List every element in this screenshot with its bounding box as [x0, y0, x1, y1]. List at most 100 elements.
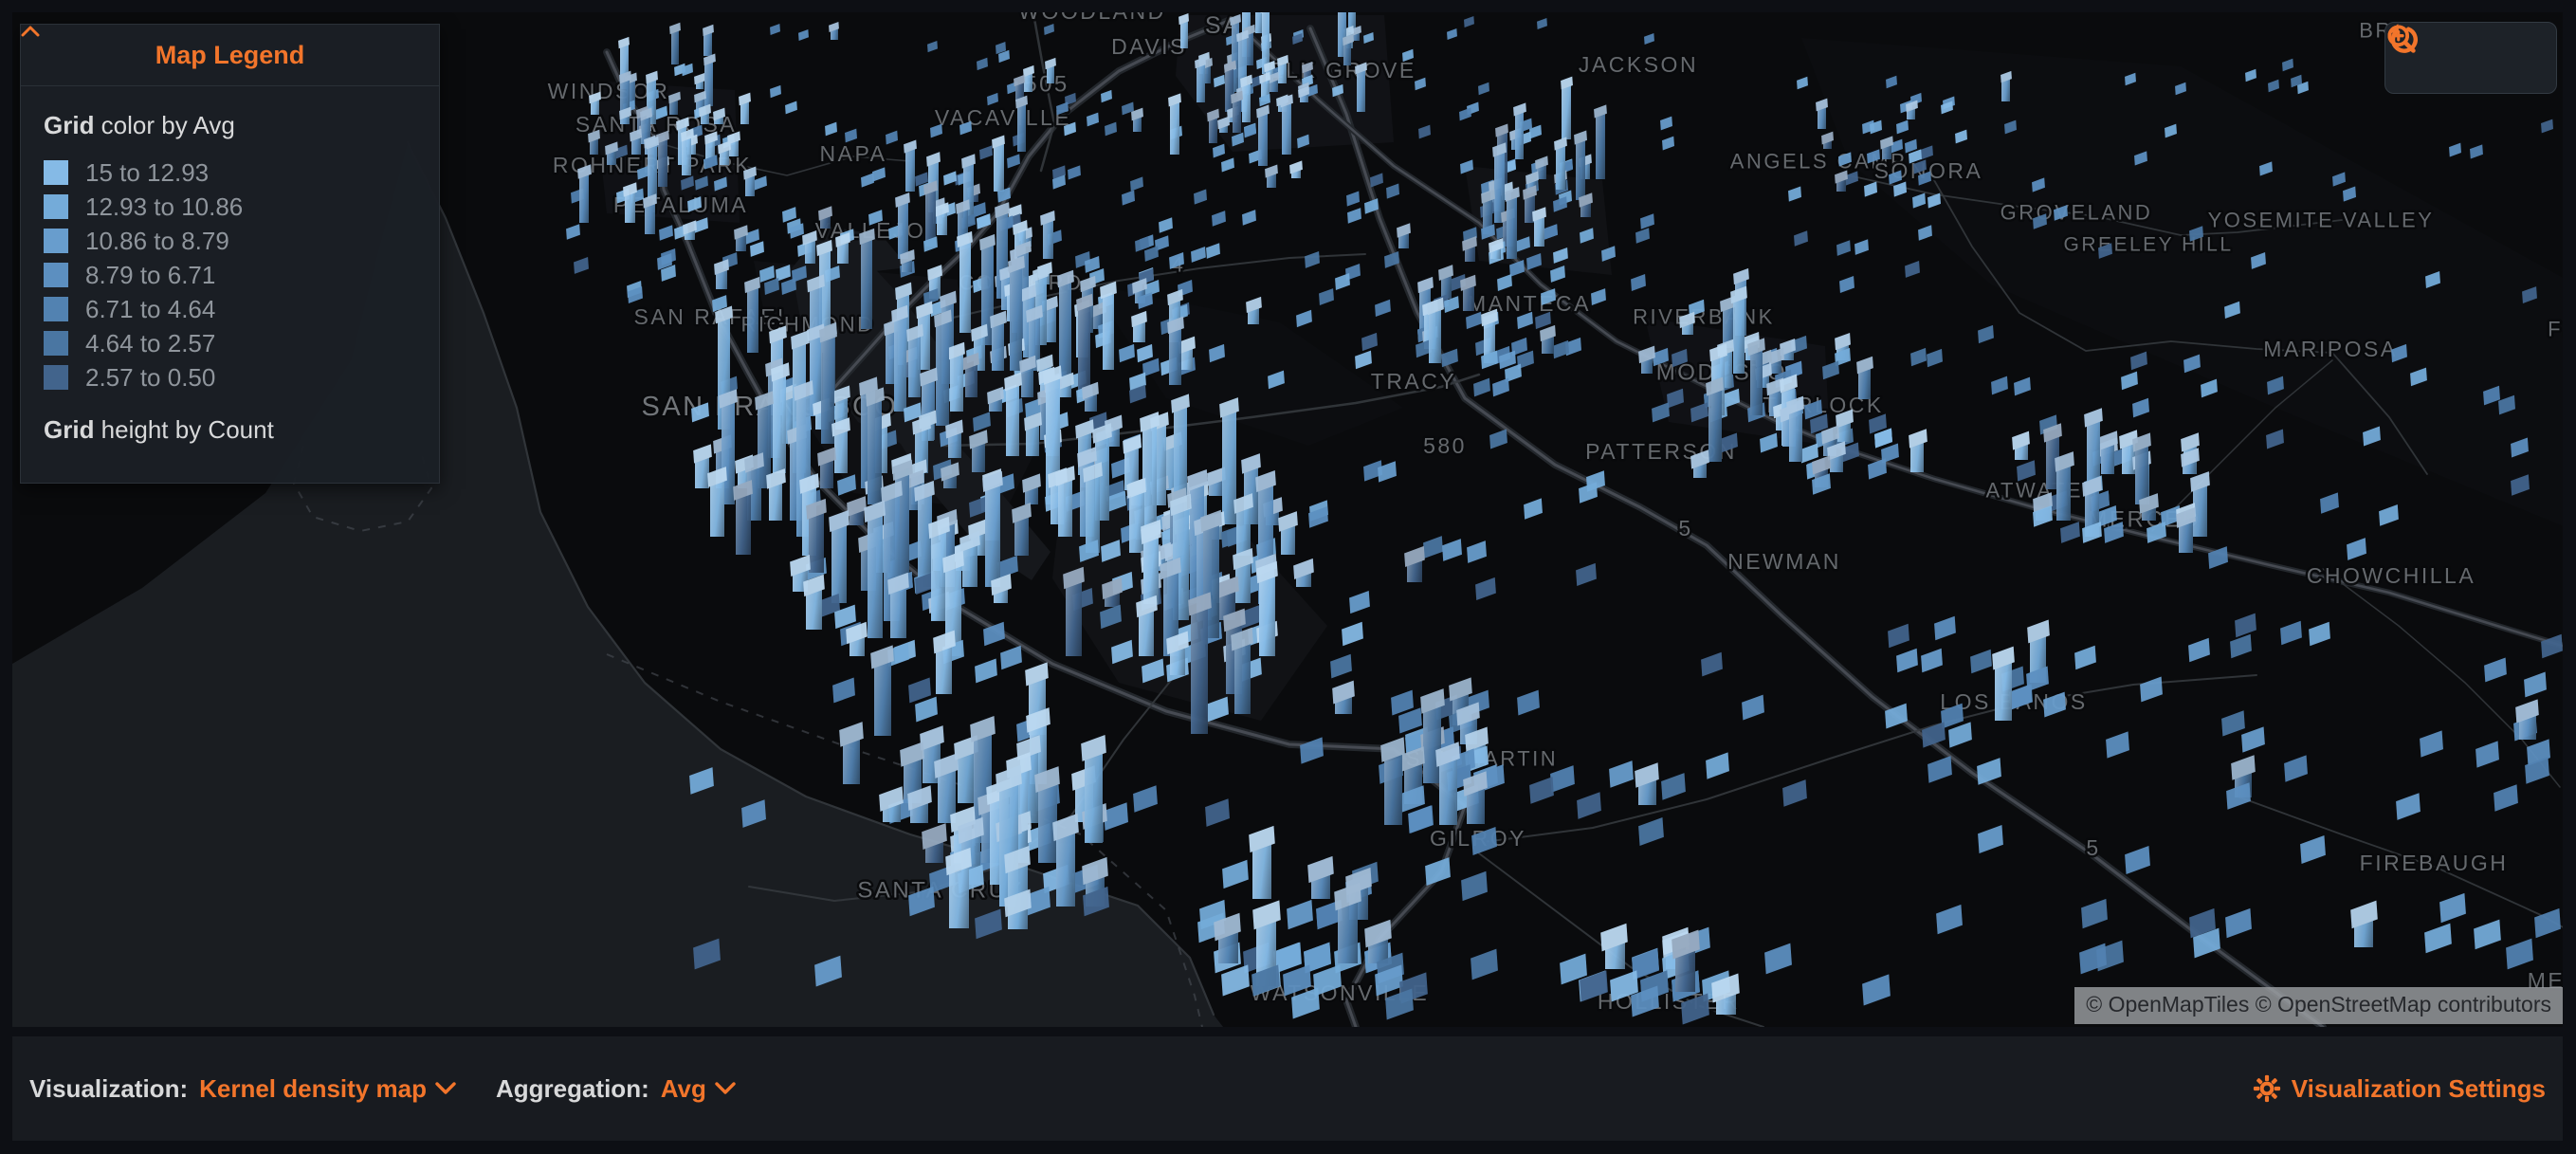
map-place-label: HOLLISTER — [1598, 989, 1740, 1014]
legend-range-label: 8.79 to 6.71 — [85, 260, 216, 289]
map-place-label: 4 — [1172, 253, 1186, 277]
gear-icon — [2253, 1074, 2280, 1103]
road — [1032, 12, 1056, 173]
road — [1245, 31, 2563, 648]
legend-swatch — [44, 229, 68, 253]
map-place-label: WOODLAND — [1018, 12, 1165, 24]
terrain-patch — [1801, 38, 2563, 526]
visualization-settings-label: Visualization Settings — [2291, 1073, 2546, 1103]
boundary-dashed — [606, 653, 1203, 1027]
legend-swatch — [44, 263, 68, 287]
legend-item: 12.93 to 10.86 — [44, 190, 416, 224]
legend-item: 8.79 to 6.71 — [44, 258, 416, 292]
legend-swatch — [44, 160, 68, 185]
map-place-label: MERCED — [2088, 506, 2201, 532]
visualization-label: Visualization: — [29, 1073, 189, 1103]
rotate-ccw-icon — [2388, 24, 2418, 53]
aggregation-label: Aggregation: — [495, 1073, 649, 1103]
map-place-label: ELK GROVE — [1269, 58, 1416, 82]
road — [406, 140, 1215, 1017]
map-place-label: WATSONVILLE — [1251, 980, 1430, 1005]
reset-view-button[interactable] — [2388, 24, 2545, 82]
legend-height-by: Grid height by Count — [44, 415, 274, 444]
visualization-toolbar: Visualization: Kernel density map Aggreg… — [12, 1036, 2563, 1141]
legend-swatch — [44, 331, 68, 356]
terrain-patch — [1052, 493, 1327, 721]
legend-range-label: 4.64 to 2.57 — [85, 328, 216, 357]
terrain-patch — [1465, 166, 1612, 275]
visualization-dropdown[interactable]: Kernel density map — [199, 1074, 456, 1104]
road — [2322, 568, 2561, 788]
map-place-label: NEWMAN — [1727, 549, 1841, 574]
map-place-label: RICHMOND — [741, 313, 875, 337]
map-place-label: 580 — [1423, 433, 1467, 458]
map-place-label: TRACY — [1371, 369, 1456, 394]
map-place-label: RIVERBANK — [1633, 305, 1775, 329]
map-place-label: WINDSOR — [548, 79, 670, 103]
map-place-label: 5 — [2086, 835, 2100, 860]
legend-swatch — [44, 297, 68, 321]
road — [771, 17, 1234, 433]
legend-range-label: 2.57 to 0.50 — [85, 362, 216, 392]
road — [1848, 174, 2343, 236]
map-place-label: CHOWCHILLA — [2307, 563, 2476, 588]
map-legend-panel: Map Legend Grid color by Avg 15 to 12.93… — [20, 24, 440, 484]
map-place-label: PATTERSON — [1585, 439, 1737, 464]
legend-item: 6.71 to 4.64 — [44, 292, 416, 326]
map-place-label: CONCORD — [959, 271, 1083, 295]
legend-rows: 15 to 12.93 12.93 to 10.86 10.86 to 8.79 8.… — [44, 156, 416, 394]
map-place-label: ATWATER — [1986, 479, 2101, 503]
terrain-patch — [1090, 284, 1403, 446]
legend-range-label: 10.86 to 8.79 — [85, 226, 229, 255]
map-place-label: TURLOCK — [1763, 393, 1883, 417]
map-place-label: PETALUMA — [613, 192, 748, 217]
road — [1483, 674, 2257, 843]
map-attribution: © OpenMapTiles © OpenStreetMap contribut… — [2074, 987, 2563, 1024]
legend-range-label: 6.71 to 4.64 — [85, 294, 216, 323]
legend-item: 15 to 12.93 — [44, 156, 416, 190]
map-place-label: FIS — [2548, 318, 2563, 341]
road — [2151, 359, 2333, 532]
map-place-label: GROVELAND — [2001, 201, 2153, 225]
legend-item: 2.57 to 0.50 — [44, 360, 416, 394]
legend-range-label: 12.93 to 10.86 — [85, 192, 244, 221]
road — [1308, 27, 2325, 1027]
map-place-label: SA — [1205, 12, 1241, 39]
map-place-label: LOS BANOS — [1940, 689, 2087, 714]
legend-range-label: 15 to 12.93 — [85, 157, 210, 187]
map-canvas[interactable]: WINDSOR SANTA ROSA ROHNERT PARK PETALUMA NAP… — [12, 12, 2563, 1027]
map-place-label: JACKSON — [1579, 52, 1698, 77]
boundary-dashed — [292, 445, 433, 533]
map-legend-title: Map Legend — [155, 40, 305, 69]
map-zoom-controls — [2384, 22, 2557, 94]
map-place-label: GREELEY HILL — [2063, 233, 2233, 255]
legend-swatch — [44, 365, 68, 390]
aggregation-value: Avg — [660, 1073, 706, 1103]
visualization-value: Kernel density map — [199, 1073, 427, 1103]
map-place-label: 5 — [1678, 516, 1692, 540]
chevron-up-icon — [21, 26, 40, 37]
water-polygon — [12, 142, 1223, 1027]
map-legend-collapse-button[interactable]: Map Legend — [21, 25, 439, 86]
map-place-label: NAPA — [820, 141, 887, 166]
map-place-label: VACAVILLE — [935, 105, 1071, 130]
map-place-label: SONORA — [1874, 158, 1983, 183]
aggregation-dropdown[interactable]: Avg — [661, 1074, 736, 1104]
zoom-out-button[interactable] — [2387, 25, 2492, 82]
road — [655, 141, 911, 176]
map-place-label: FIREBAUGH — [2360, 851, 2509, 875]
legend-swatch — [44, 194, 68, 219]
map-place-label: 505 — [1024, 71, 1069, 97]
legend-item: 10.86 to 8.79 — [44, 224, 416, 258]
visualization-settings-button[interactable]: Visualization Settings — [2253, 1074, 2546, 1104]
map-place-label: SAN FRANCISCO — [642, 392, 899, 422]
map-place-label: YOSEMITE VALLEY — [2208, 209, 2435, 232]
chevron-down-icon — [715, 1082, 736, 1094]
map-place-label: MODESTO — [1656, 359, 1787, 385]
map-place-label: SANTA ROSA — [575, 112, 737, 137]
map-place-label: DAVIS — [1111, 34, 1187, 59]
map-place-label: SAN MARTIN — [1406, 747, 1558, 771]
map-place-label: MARIPOSA — [2263, 337, 2397, 361]
map-place-label: VALLEJO — [815, 218, 926, 243]
legend-item: 4.64 to 2.57 — [44, 326, 416, 360]
